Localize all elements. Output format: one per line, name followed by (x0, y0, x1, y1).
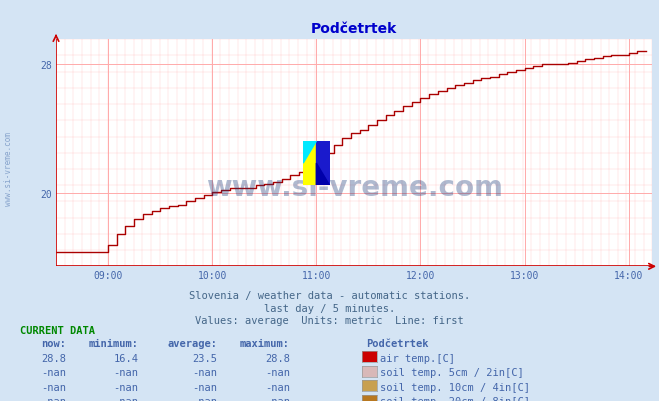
Polygon shape (316, 164, 330, 186)
Text: average:: average: (167, 338, 217, 348)
Text: soil temp. 10cm / 4in[C]: soil temp. 10cm / 4in[C] (380, 382, 530, 392)
Text: www.si-vreme.com: www.si-vreme.com (206, 173, 503, 201)
Text: CURRENT DATA: CURRENT DATA (20, 326, 95, 336)
Text: now:: now: (41, 338, 66, 348)
Text: -nan: -nan (192, 367, 217, 377)
Polygon shape (303, 142, 316, 186)
Text: air temp.[C]: air temp.[C] (380, 353, 455, 363)
Text: Slovenia / weather data - automatic stations.: Slovenia / weather data - automatic stat… (189, 291, 470, 301)
Polygon shape (316, 142, 330, 186)
Text: www.si-vreme.com: www.si-vreme.com (4, 132, 13, 205)
Text: -nan: -nan (265, 367, 290, 377)
Text: soil temp. 20cm / 8in[C]: soil temp. 20cm / 8in[C] (380, 396, 530, 401)
Text: -nan: -nan (192, 382, 217, 392)
Text: last day / 5 minutes.: last day / 5 minutes. (264, 303, 395, 313)
Text: maximum:: maximum: (240, 338, 290, 348)
Text: Podčetrtek: Podčetrtek (366, 338, 428, 348)
Text: 28.8: 28.8 (265, 353, 290, 363)
Text: 23.5: 23.5 (192, 353, 217, 363)
Text: -nan: -nan (113, 396, 138, 401)
Text: 16.4: 16.4 (113, 353, 138, 363)
Text: -nan: -nan (41, 367, 66, 377)
Title: Podčetrtek: Podčetrtek (311, 22, 397, 36)
Text: -nan: -nan (192, 396, 217, 401)
Text: -nan: -nan (265, 396, 290, 401)
Text: -nan: -nan (41, 396, 66, 401)
Text: -nan: -nan (41, 382, 66, 392)
Text: Values: average  Units: metric  Line: first: Values: average Units: metric Line: firs… (195, 315, 464, 325)
Text: -nan: -nan (113, 382, 138, 392)
Text: -nan: -nan (265, 382, 290, 392)
Text: minimum:: minimum: (88, 338, 138, 348)
Text: 28.8: 28.8 (41, 353, 66, 363)
Polygon shape (303, 142, 316, 164)
Text: -nan: -nan (113, 367, 138, 377)
Text: soil temp. 5cm / 2in[C]: soil temp. 5cm / 2in[C] (380, 367, 524, 377)
